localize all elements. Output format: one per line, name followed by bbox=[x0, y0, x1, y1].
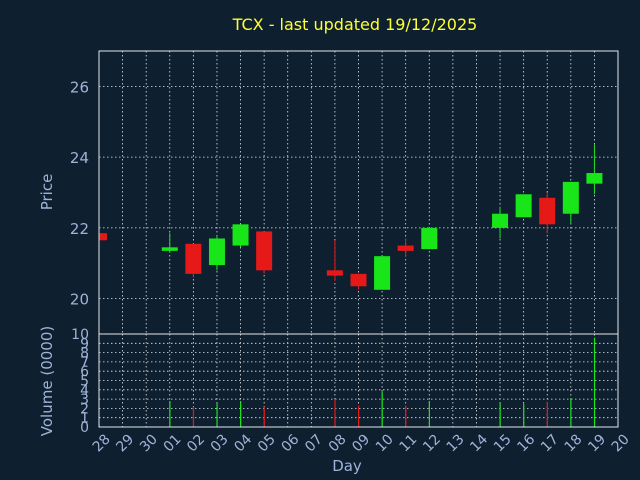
x-tick-label: 30 bbox=[137, 431, 161, 455]
x-tick-label: 14 bbox=[467, 431, 491, 455]
candle bbox=[374, 256, 391, 290]
volume-bar bbox=[169, 400, 171, 427]
candle-body bbox=[586, 173, 603, 184]
x-tick-label: 11 bbox=[397, 431, 421, 455]
candle-body bbox=[397, 245, 414, 251]
x-tick-label: 13 bbox=[444, 431, 468, 455]
volume-y-tick-label: 3 bbox=[80, 392, 89, 408]
candle bbox=[185, 243, 202, 278]
candle-body bbox=[421, 227, 438, 250]
candle-body bbox=[161, 247, 178, 251]
candle bbox=[232, 224, 249, 248]
volume-bar bbox=[381, 391, 383, 427]
candle bbox=[397, 238, 414, 257]
volume-y-tick-label: 6 bbox=[80, 364, 89, 380]
price-candles bbox=[98, 144, 603, 290]
volume-bar bbox=[523, 403, 525, 427]
x-tick-label: 28 bbox=[90, 431, 114, 455]
x-tick-label: 09 bbox=[349, 431, 373, 455]
candle bbox=[562, 181, 579, 225]
x-tick-label: 04 bbox=[231, 431, 255, 455]
volume-y-tick-label: 9 bbox=[80, 336, 89, 352]
volume-bar bbox=[358, 405, 360, 427]
x-tick-label: 01 bbox=[161, 431, 185, 455]
candle bbox=[98, 229, 107, 243]
volume-plot-frame bbox=[98, 333, 619, 428]
volume-axis-label: Volume (0000) bbox=[38, 326, 56, 436]
candle bbox=[208, 236, 225, 271]
x-tick-label: 08 bbox=[326, 431, 350, 455]
volume-bar bbox=[405, 405, 407, 427]
x-tick-label: 29 bbox=[113, 431, 137, 455]
candle-body bbox=[374, 256, 391, 290]
x-tick-label: 12 bbox=[420, 431, 444, 455]
candle-body bbox=[256, 231, 273, 271]
price-y-tick-label: 26 bbox=[70, 78, 89, 96]
candle bbox=[326, 240, 343, 281]
price-axis-label: Price bbox=[38, 174, 56, 211]
x-tick-label: 10 bbox=[373, 431, 397, 455]
candle-body bbox=[185, 243, 202, 274]
x-axis-ticks: 28 29 30 01 02 03 04 05 06 07 08 09 10 11 12 13 14 15 16 17… bbox=[90, 431, 633, 455]
price-y-tick-label: 22 bbox=[70, 220, 89, 238]
volume-y-tick-label: 10 bbox=[71, 327, 89, 343]
x-tick-label: 03 bbox=[208, 431, 232, 455]
candle bbox=[492, 206, 509, 239]
candle-body bbox=[326, 270, 343, 276]
volume-bar bbox=[263, 406, 265, 427]
x-tick-label: 07 bbox=[302, 431, 326, 455]
candle-body bbox=[99, 233, 107, 241]
x-tick-label: 19 bbox=[585, 431, 609, 455]
volume-y-tick-label: 1 bbox=[80, 411, 89, 427]
candle bbox=[515, 194, 532, 218]
candle-body bbox=[492, 213, 509, 228]
price-grid bbox=[99, 51, 618, 334]
candle-body bbox=[562, 181, 579, 214]
x-tick-label: 02 bbox=[184, 431, 208, 455]
volume-y-tick-label: 7 bbox=[80, 355, 89, 371]
volume-y-tick-label: 4 bbox=[80, 383, 89, 399]
candle bbox=[256, 231, 273, 274]
price-y-tick-label: 24 bbox=[70, 149, 89, 167]
volume-bar bbox=[546, 401, 548, 427]
candle-body bbox=[515, 194, 532, 218]
volume-bar bbox=[499, 402, 501, 427]
candle bbox=[421, 227, 438, 250]
candle bbox=[586, 144, 603, 195]
volume-y-tick-label: 8 bbox=[80, 346, 89, 362]
volume-bar bbox=[428, 400, 430, 427]
volume-bar bbox=[216, 402, 218, 427]
candle bbox=[350, 273, 367, 290]
candle bbox=[161, 233, 178, 253]
price-y-ticks: 20 22 24 26 bbox=[70, 78, 89, 308]
x-tick-label: 18 bbox=[562, 431, 586, 455]
candle-body bbox=[539, 197, 556, 225]
x-tick-label: 17 bbox=[538, 431, 562, 455]
x-tick-label: 16 bbox=[514, 431, 538, 455]
volume-bar bbox=[334, 399, 336, 427]
x-axis-label: Day bbox=[332, 457, 362, 475]
chart-title: TCX - last updated 19/12/2025 bbox=[232, 15, 478, 34]
x-tick-label: 05 bbox=[255, 431, 279, 455]
price-y-tick-label: 20 bbox=[70, 291, 89, 309]
volume-bar bbox=[192, 406, 195, 427]
x-tick-label: 15 bbox=[491, 431, 515, 455]
candle-body bbox=[208, 238, 225, 266]
volume-bars bbox=[98, 337, 596, 427]
volume-y-tick-label: 2 bbox=[80, 401, 89, 417]
candle-body bbox=[232, 224, 249, 246]
volume-bar bbox=[593, 337, 596, 427]
candle bbox=[539, 192, 556, 234]
volume-y-tick-label: 0 bbox=[80, 420, 89, 436]
volume-bar bbox=[240, 400, 242, 427]
candle-body bbox=[350, 273, 367, 287]
x-tick-label: 06 bbox=[279, 431, 303, 455]
x-tick-label: 20 bbox=[609, 431, 633, 455]
volume-bar bbox=[570, 398, 572, 427]
volume-y-tick-label: 5 bbox=[80, 374, 89, 390]
